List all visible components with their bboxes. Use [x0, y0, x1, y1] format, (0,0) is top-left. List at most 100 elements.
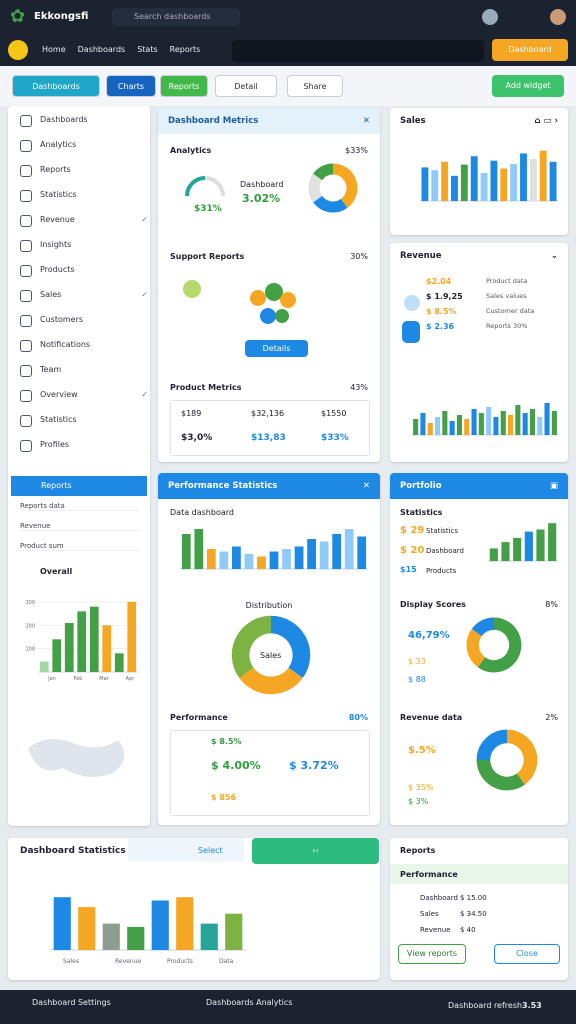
nav-item[interactable]: Reports: [169, 45, 201, 54]
value: $ 8.5%: [211, 737, 242, 746]
bar: [257, 556, 266, 569]
cell: $189: [181, 409, 202, 418]
nav-item[interactable]: Dashboards: [77, 45, 126, 54]
sidebar: Dashboards Analytics Reports Statistics Reve…: [8, 106, 150, 826]
donut-segment: [332, 163, 358, 208]
value: $31%: [194, 204, 222, 214]
nav-item[interactable]: Home: [42, 45, 66, 54]
bar: [357, 536, 367, 569]
sub-item: Reports data: [20, 502, 140, 511]
title: Portfolio: [400, 481, 442, 491]
cell: $1550: [321, 409, 347, 418]
avatar[interactable]: [550, 9, 566, 25]
sub-item: Product sum: [20, 542, 140, 551]
donut: [308, 163, 358, 213]
illustration: [250, 283, 296, 324]
app-name: Ekkongsfi: [34, 11, 89, 22]
select[interactable]: Select: [128, 838, 244, 862]
panel-title: Dashboard Metrics ✕: [158, 108, 380, 134]
logo: ✿: [10, 6, 26, 27]
label: Dashboard: [426, 547, 464, 555]
bar: [520, 153, 527, 201]
button[interactable]: Close: [494, 944, 560, 964]
title: Dashboard Statistics: [20, 846, 126, 856]
donut-segment: [313, 195, 348, 213]
map: [28, 739, 125, 777]
nav-item[interactable]: Statistics: [18, 185, 150, 205]
nav-item[interactable]: Customers: [18, 310, 150, 330]
x-tick-label: Feb: [74, 676, 83, 682]
bar: [344, 529, 354, 569]
bar: [493, 417, 499, 435]
donut-segment: [506, 729, 538, 785]
value: 3.02%: [242, 192, 281, 205]
bar: [294, 546, 304, 569]
bar-chart: [180, 529, 368, 570]
box: $ 8.5% $ 4.00% $ 3.72% $ 856: [170, 730, 370, 816]
nav-item[interactable]: Sales: [18, 285, 150, 305]
bar: [529, 409, 536, 435]
toolbar-button[interactable]: Charts: [106, 75, 156, 97]
value: $.5%: [408, 745, 436, 756]
bar: [486, 407, 492, 435]
bar: [332, 534, 342, 569]
label: Distribution: [245, 601, 293, 610]
bar: [470, 156, 478, 201]
x-tick-label: Sales: [63, 958, 79, 965]
user-icon[interactable]: [8, 40, 28, 60]
search-box[interactable]: [232, 40, 484, 62]
nav-item[interactable]: Analytics: [18, 135, 150, 155]
donut: [476, 729, 538, 791]
nav-item[interactable]: Products: [18, 260, 150, 280]
avatar[interactable]: [482, 9, 498, 25]
nav-item[interactable]: Overview: [18, 385, 150, 405]
label: Support Reports: [170, 252, 245, 261]
nav-item[interactable]: Stats: [137, 45, 158, 54]
panel-title: Revenue ⌄: [400, 251, 558, 261]
add-widget[interactable]: Add widget: [492, 75, 564, 97]
title: Performance Statistics: [168, 481, 278, 491]
nav-item[interactable]: Insights: [18, 235, 150, 255]
donut-segment: [308, 173, 323, 203]
bar: [500, 411, 506, 435]
details-button[interactable]: Details: [245, 340, 308, 357]
panel: Sales ⌂ ▭ ›: [390, 108, 568, 235]
toolbar-button[interactable]: Share: [287, 75, 343, 97]
bar: [194, 529, 204, 569]
gauge: [185, 176, 225, 197]
bar: [515, 405, 521, 435]
nav-item[interactable]: Dashboards: [18, 110, 150, 130]
bar: [269, 551, 279, 569]
bar: [102, 923, 120, 950]
label: Performance: [170, 713, 228, 722]
cell: $ 34.50: [460, 910, 487, 918]
nav-item[interactable]: Statistics: [18, 410, 150, 430]
nav-item[interactable]: Profiles: [18, 435, 150, 455]
bar: [548, 523, 557, 561]
active-item: Reports: [11, 476, 147, 496]
toolbar-button[interactable]: Detail: [215, 75, 277, 97]
y-tick-label: 100: [25, 647, 35, 653]
toolbar-button[interactable]: Dashboards: [12, 75, 100, 97]
value: $ 3.72%: [289, 759, 339, 772]
value: 3.53: [522, 1001, 542, 1010]
bar: [127, 926, 145, 950]
cell: $13,83: [251, 433, 286, 443]
bar: [501, 542, 510, 561]
nav-item[interactable]: Revenue: [18, 210, 150, 230]
button[interactable]: View reports: [398, 944, 466, 964]
x-tick-label: Jan: [47, 676, 56, 682]
bar: [529, 159, 537, 201]
nav-item[interactable]: Reports: [18, 160, 150, 180]
label: Dashboard Settings: [32, 998, 111, 1007]
label: 8%: [545, 600, 558, 609]
bar: [460, 164, 468, 201]
nav-item[interactable]: Team: [18, 360, 150, 380]
label: Sales: [260, 651, 282, 660]
search[interactable]: Search dashboards: [112, 8, 240, 26]
export-button[interactable]: ›‹: [252, 838, 379, 864]
value: $ 33: [408, 657, 426, 666]
toolbar-button[interactable]: Reports: [160, 75, 208, 97]
nav-item[interactable]: Notifications: [18, 335, 150, 355]
action-button[interactable]: Dashboard: [492, 39, 568, 61]
